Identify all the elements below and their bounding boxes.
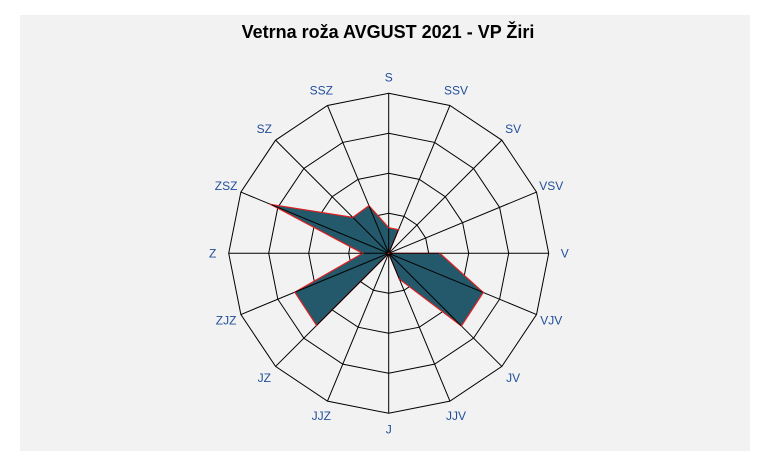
data-point [361, 252, 364, 255]
axis-spoke [240, 191, 389, 254]
axis-label-jjv: JJV [446, 409, 466, 423]
data-point [397, 228, 400, 231]
axis-spoke [388, 139, 503, 254]
axis-label-vjv: VJV [540, 314, 562, 328]
axis-spoke [388, 253, 451, 402]
data-point [315, 324, 318, 327]
data-point [387, 226, 390, 229]
axis-label-ssz: SSZ [310, 84, 333, 98]
axis-spoke [327, 105, 390, 254]
axis-label-jz: JZ [258, 371, 271, 385]
axis-spoke [388, 105, 451, 254]
axis-label-z: Z [209, 246, 216, 260]
data-point [368, 204, 370, 207]
axis-label-v: V [561, 246, 569, 260]
axis-label-zsz: ZSZ [215, 179, 238, 193]
data-point [460, 325, 463, 327]
axis-label-sv: SV [505, 122, 521, 136]
axis-label-vsv: VSV [539, 179, 563, 193]
axis-label-jjz: JJZ [312, 409, 331, 423]
axis-label-j: J [386, 422, 392, 436]
axis-spoke [388, 191, 537, 254]
axis-spoke [275, 139, 390, 254]
axis-spoke [388, 252, 503, 367]
data-point [387, 252, 390, 255]
axis-label-sz: SZ [257, 122, 272, 136]
data-point [294, 291, 296, 293]
axis-spoke [240, 252, 389, 315]
axis-label-s: S [385, 70, 393, 84]
chart-title: Vetrna roža AVGUST 2021 - VP Žiri [241, 22, 535, 42]
axis-spoke [275, 252, 390, 367]
axis-spoke [327, 253, 390, 402]
axis-label-zjz: ZJZ [216, 314, 237, 328]
data-point [398, 278, 401, 280]
axis-spoke [388, 252, 537, 315]
data-point [351, 216, 354, 219]
axis-label-jv: JV [506, 371, 520, 385]
data-point [482, 291, 485, 294]
data-point [270, 203, 272, 206]
data-point [439, 252, 441, 255]
axis-label-ssv: SSV [444, 84, 468, 98]
